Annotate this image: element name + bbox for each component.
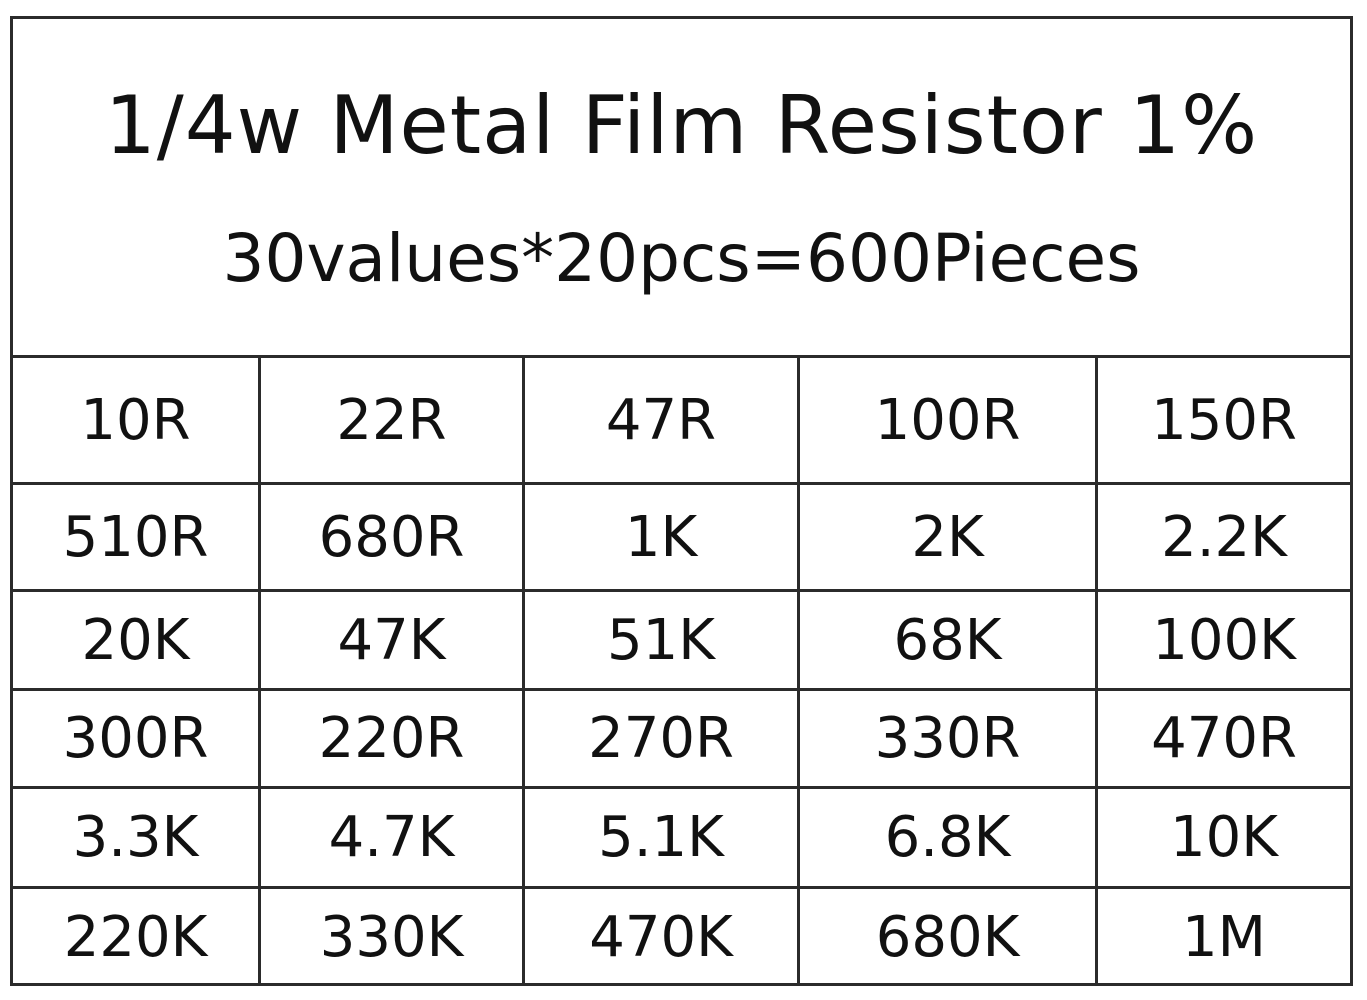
table-cell: 270R	[525, 691, 800, 786]
table-row: 220K 330K 470K 680K 1M	[13, 886, 1350, 986]
table-cell: 100R	[800, 358, 1098, 482]
resistor-value-sheet: 1/4w Metal Film Resistor 1% 30values*20p…	[10, 16, 1353, 986]
table-cell: 6.8K	[800, 789, 1098, 886]
table-cell: 4.7K	[261, 789, 525, 886]
table-cell: 100K	[1152, 607, 1296, 673]
table-row: 10R 22R 47R 100R 150R	[13, 358, 1350, 482]
table-cell: 10R	[13, 358, 261, 482]
table-cell: 68K	[800, 592, 1098, 688]
page-subtitle: 30values*20pcs=600Pieces	[222, 220, 1141, 297]
table-row: 510R 680R 1K 2K 2.2K	[13, 482, 1350, 589]
table-cell: 2.2K	[1161, 504, 1287, 570]
table-row: 300R 220R 270R 330R 470R	[13, 688, 1350, 786]
table-cell: 47K	[261, 592, 525, 688]
table-cell: 150R	[1151, 387, 1297, 453]
table-cell: 330K	[261, 889, 525, 986]
table-cell: 680K	[800, 889, 1098, 986]
table-cell: 470R	[1151, 706, 1297, 771]
table-cell: 220R	[261, 691, 525, 786]
table-cell: 22R	[261, 358, 525, 482]
table-cell: 470K	[525, 889, 800, 986]
resistor-values-table: 10R 22R 47R 100R 150R 510R 680R 1K 2K 2.…	[13, 358, 1350, 986]
table-cell: 47R	[525, 358, 800, 482]
table-cell: 330R	[800, 691, 1098, 786]
table-cell: 3.3K	[13, 789, 261, 886]
table-cell: 510R	[13, 485, 261, 589]
page-title: 1/4w Metal Film Resistor 1%	[104, 79, 1259, 172]
table-cell: 300R	[13, 691, 261, 786]
table-cell: 20K	[13, 592, 261, 688]
table-cell: 5.1K	[525, 789, 800, 886]
table-cell: 2K	[800, 485, 1098, 589]
table-row: 3.3K 4.7K 5.1K 6.8K 10K	[13, 786, 1350, 886]
header-panel: 1/4w Metal Film Resistor 1% 30values*20p…	[13, 19, 1350, 358]
table-cell: 51K	[525, 592, 800, 688]
table-cell: 220K	[13, 889, 261, 986]
table-cell: 1M	[1182, 905, 1266, 970]
table-row: 20K 47K 51K 68K 100K	[13, 589, 1350, 688]
table-cell: 10K	[1170, 805, 1278, 870]
table-cell: 1K	[525, 485, 800, 589]
table-cell: 680R	[261, 485, 525, 589]
